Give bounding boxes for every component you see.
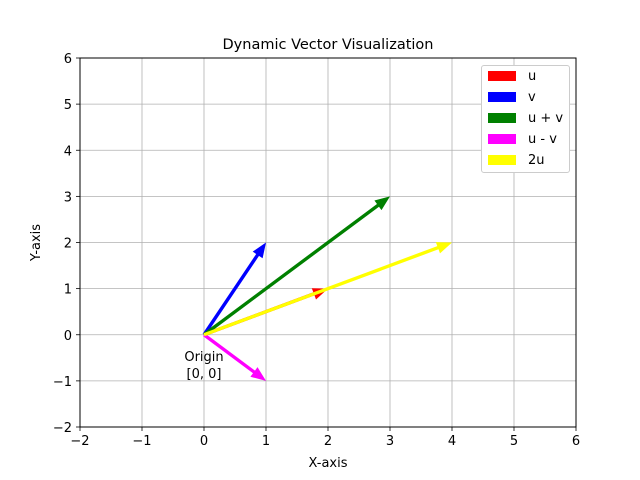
origin-annotation-line-0: Origin <box>184 350 223 365</box>
y-tick-label: 2 <box>64 237 72 252</box>
x-tick-label: −2 <box>70 434 89 449</box>
x-tick-label: −1 <box>132 434 151 449</box>
x-tick-label: 1 <box>262 434 270 449</box>
vector-arrow-3 <box>203 333 266 381</box>
vector-arrow-4 <box>203 242 452 337</box>
annotations: Origin [0, 0] <box>184 350 223 382</box>
y-tick-label: 5 <box>64 98 72 113</box>
legend-swatch <box>488 155 516 165</box>
vector-arrow-2 <box>203 196 390 337</box>
axis-ticks: −2 −1 0 1 2 3 4 5 6 −2 −1 0 1 2 3 4 5 6 <box>53 52 580 449</box>
legend-swatch <box>488 113 516 123</box>
x-tick-label: 0 <box>200 434 208 449</box>
vector-arrow-1 <box>202 242 266 336</box>
x-tick-label: 5 <box>510 434 518 449</box>
legend-label: u + v <box>528 110 564 126</box>
x-axis-label: X-axis <box>309 456 348 471</box>
legend-item-4: 2u <box>488 152 545 168</box>
y-tick-label: 1 <box>64 283 72 298</box>
legend-item-2: u + v <box>488 110 564 126</box>
legend-item-3: u - v <box>488 131 557 147</box>
x-tick-label: 3 <box>386 434 394 449</box>
origin-annotation-line-1: [0, 0] <box>187 367 222 382</box>
x-tick-label: 2 <box>324 434 332 449</box>
y-tick-label: 3 <box>64 190 72 205</box>
x-tick-label: 4 <box>448 434 456 449</box>
y-axis-label: Y-axis <box>29 224 44 262</box>
legend-item-1: v <box>488 89 536 105</box>
legend-label: 2u <box>528 152 545 168</box>
legend-label: v <box>528 89 536 105</box>
y-tick-label: 6 <box>64 52 72 67</box>
vector-arrows <box>202 196 452 381</box>
legend-label: u <box>528 68 537 84</box>
y-tick-label: −2 <box>53 421 72 436</box>
y-tick-label: 4 <box>64 144 72 159</box>
legend-swatch <box>488 92 516 102</box>
legend-swatch <box>488 71 516 81</box>
x-tick-label: 6 <box>572 434 580 449</box>
y-tick-label: −1 <box>53 375 72 390</box>
legend-label: u - v <box>528 131 557 147</box>
chart-title: Dynamic Vector Visualization <box>223 37 434 53</box>
legend-item-0: u <box>488 68 537 84</box>
legend-swatch <box>488 134 516 144</box>
y-tick-label: 0 <box>64 329 72 344</box>
